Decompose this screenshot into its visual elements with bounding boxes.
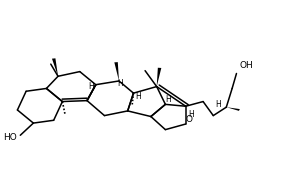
Text: H: H [166,95,171,104]
Polygon shape [226,107,240,111]
Text: HO: HO [3,133,17,142]
Polygon shape [114,62,119,81]
Polygon shape [157,68,161,87]
Text: H: H [189,110,194,119]
Text: O: O [186,115,193,124]
Polygon shape [52,58,58,76]
Text: H: H [88,82,94,91]
Text: OH: OH [240,62,253,70]
Text: H: H [135,92,141,101]
Text: H: H [215,100,221,109]
Text: H: H [117,79,123,88]
